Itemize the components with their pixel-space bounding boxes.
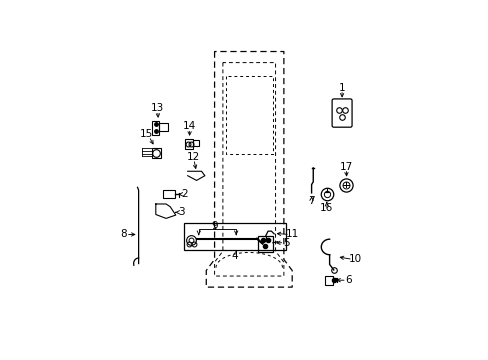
Text: 13: 13: [151, 103, 164, 113]
Bar: [152, 148, 160, 158]
Text: 1: 1: [338, 82, 345, 93]
Text: 8: 8: [120, 229, 127, 239]
Polygon shape: [156, 204, 175, 219]
Text: 3: 3: [178, 207, 184, 217]
Text: 5: 5: [282, 238, 289, 248]
Text: 6: 6: [345, 275, 352, 285]
Text: 7: 7: [307, 196, 314, 206]
Text: 17: 17: [339, 162, 352, 172]
Bar: [163, 190, 175, 198]
Bar: [183, 223, 285, 250]
Text: 2: 2: [181, 189, 187, 199]
Text: 12: 12: [187, 152, 200, 162]
Bar: [193, 140, 199, 146]
Text: 14: 14: [183, 121, 196, 131]
Text: 11: 11: [285, 229, 298, 239]
Text: 10: 10: [348, 255, 361, 264]
Text: 9: 9: [211, 221, 218, 231]
Bar: [324, 276, 332, 285]
Bar: [152, 121, 159, 135]
Text: 16: 16: [320, 203, 333, 212]
Bar: [159, 123, 167, 131]
Bar: [257, 235, 272, 252]
Polygon shape: [187, 171, 204, 180]
Text: 4: 4: [231, 251, 238, 261]
Bar: [184, 139, 193, 149]
Text: 15: 15: [140, 129, 153, 139]
